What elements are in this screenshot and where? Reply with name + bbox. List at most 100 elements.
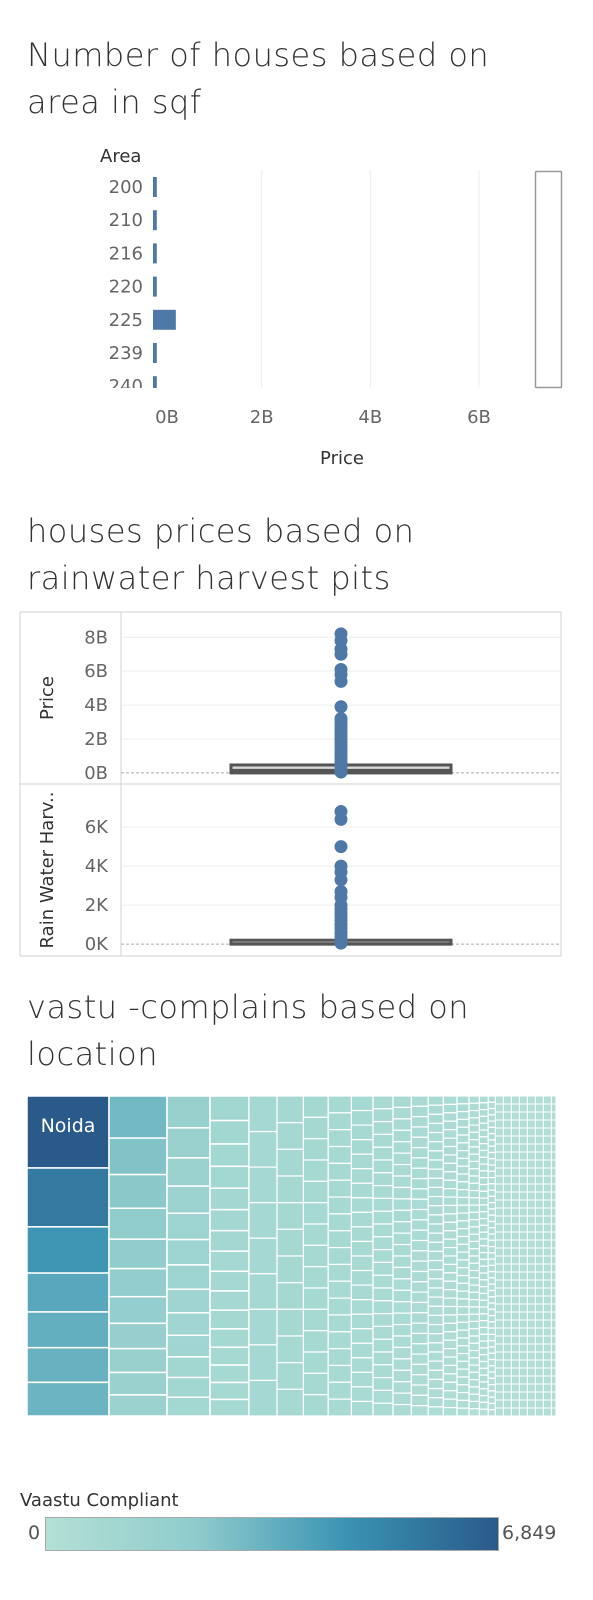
treemap-cell bbox=[276, 1335, 304, 1364]
treemap-cell bbox=[442, 1230, 458, 1240]
treemap-cell bbox=[456, 1189, 470, 1199]
treemap-cell bbox=[442, 1314, 458, 1324]
treemap-cell bbox=[502, 1279, 512, 1289]
treemap-cell bbox=[392, 1335, 412, 1349]
treemap-cell bbox=[534, 1095, 544, 1105]
treemap-cell bbox=[410, 1157, 429, 1169]
treemap-cell bbox=[468, 1139, 480, 1148]
treemap-cell bbox=[526, 1111, 536, 1121]
treemap-cell bbox=[410, 1177, 429, 1190]
treemap-cell bbox=[427, 1296, 445, 1307]
treemap-cell bbox=[410, 1147, 429, 1159]
treemap-cell bbox=[392, 1221, 412, 1234]
treemap-cell bbox=[248, 1379, 278, 1417]
treemap-cell bbox=[456, 1196, 470, 1206]
treemap-cell bbox=[350, 1400, 374, 1417]
treemap-cell bbox=[468, 1095, 480, 1104]
treemap-cell bbox=[410, 1270, 429, 1283]
treemap-cell bbox=[108, 1137, 168, 1176]
treemap-cell bbox=[302, 1159, 329, 1182]
treemap-cell bbox=[410, 1208, 429, 1221]
treemap-cell bbox=[494, 1391, 504, 1401]
treemap-cell bbox=[209, 1381, 250, 1401]
treemap-cell bbox=[487, 1327, 497, 1336]
treemap-cell bbox=[502, 1119, 512, 1129]
treemap-cell bbox=[478, 1374, 489, 1383]
treemap-cell bbox=[456, 1306, 470, 1316]
treemap-cell bbox=[372, 1351, 394, 1366]
treemap-cell bbox=[526, 1231, 536, 1241]
treemap-cell bbox=[542, 1103, 552, 1113]
treemap-cell bbox=[494, 1231, 504, 1241]
treemap-cell bbox=[468, 1386, 480, 1395]
y-tick-label: 2K bbox=[85, 895, 109, 916]
treemap-cell bbox=[372, 1377, 394, 1392]
legend-title: Vaastu Compliant bbox=[20, 1490, 179, 1511]
treemap-cell bbox=[456, 1360, 470, 1370]
treemap-cell bbox=[518, 1287, 528, 1297]
treemap-cell bbox=[372, 1184, 394, 1199]
treemap-cell bbox=[518, 1247, 528, 1257]
treemap-cell bbox=[327, 1230, 353, 1249]
treemap-cell bbox=[372, 1172, 394, 1187]
treemap-cell bbox=[502, 1095, 512, 1105]
treemap-cell bbox=[327, 1145, 353, 1164]
treemap-cell bbox=[487, 1409, 497, 1417]
treemap-cell bbox=[276, 1282, 304, 1310]
treemap-cell bbox=[209, 1187, 250, 1211]
treemap-cell bbox=[478, 1102, 489, 1111]
treemap-cell bbox=[392, 1403, 412, 1417]
rain-chart-title: houses prices based on rainwater harvest… bbox=[27, 512, 415, 597]
treemap-cell bbox=[534, 1167, 544, 1177]
treemap-cell bbox=[550, 1247, 557, 1257]
treemap-cell bbox=[526, 1175, 536, 1185]
treemap-cell bbox=[550, 1311, 557, 1321]
treemap-cell bbox=[427, 1406, 445, 1417]
treemap-cell bbox=[542, 1111, 552, 1121]
treemap-cell bbox=[542, 1287, 552, 1297]
treemap-cell bbox=[327, 1348, 353, 1367]
treemap-cell bbox=[468, 1131, 480, 1141]
treemap-cell bbox=[410, 1374, 429, 1386]
treemap-cell bbox=[427, 1360, 445, 1371]
treemap-cell bbox=[526, 1359, 536, 1369]
treemap-cell bbox=[276, 1122, 304, 1150]
treemap-cell bbox=[350, 1386, 374, 1403]
treemap-cell bbox=[526, 1287, 536, 1297]
treemap-cell bbox=[518, 1159, 528, 1169]
treemap-cell bbox=[526, 1167, 536, 1177]
treemap-cell bbox=[478, 1313, 489, 1322]
treemap-cell bbox=[410, 1250, 429, 1262]
treemap-cell bbox=[456, 1251, 470, 1261]
treemap-cell bbox=[542, 1375, 552, 1385]
treemap-cell bbox=[427, 1159, 445, 1170]
treemap-cell bbox=[502, 1367, 512, 1377]
treemap-cell bbox=[510, 1335, 520, 1345]
treemap-cell bbox=[502, 1263, 512, 1273]
treemap-cell bbox=[108, 1322, 168, 1350]
treemap-cell bbox=[456, 1399, 470, 1409]
treemap-cell bbox=[468, 1153, 480, 1163]
treemap-cell bbox=[392, 1381, 412, 1394]
treemap-cell bbox=[542, 1175, 552, 1185]
data-point bbox=[334, 840, 348, 854]
treemap-cell bbox=[248, 1237, 278, 1275]
treemap-cell bbox=[442, 1145, 458, 1156]
treemap-cell bbox=[518, 1119, 528, 1129]
treemap-cell bbox=[456, 1235, 470, 1245]
y-tick-label: 216 bbox=[109, 243, 143, 264]
treemap-cell bbox=[478, 1217, 489, 1226]
treemap-cell bbox=[542, 1151, 552, 1161]
treemap-cell bbox=[526, 1223, 536, 1233]
treemap-cell bbox=[456, 1352, 470, 1362]
treemap-cell bbox=[526, 1143, 536, 1153]
treemap-cell bbox=[494, 1375, 504, 1385]
treemap-cell bbox=[108, 1295, 168, 1325]
bar bbox=[153, 177, 157, 197]
treemap-cell bbox=[487, 1233, 497, 1241]
treemap-cell bbox=[494, 1271, 504, 1281]
treemap-cell bbox=[526, 1279, 536, 1289]
treemap-cell bbox=[526, 1351, 536, 1361]
treemap-cell bbox=[518, 1271, 528, 1281]
treemap-cell bbox=[166, 1396, 211, 1417]
